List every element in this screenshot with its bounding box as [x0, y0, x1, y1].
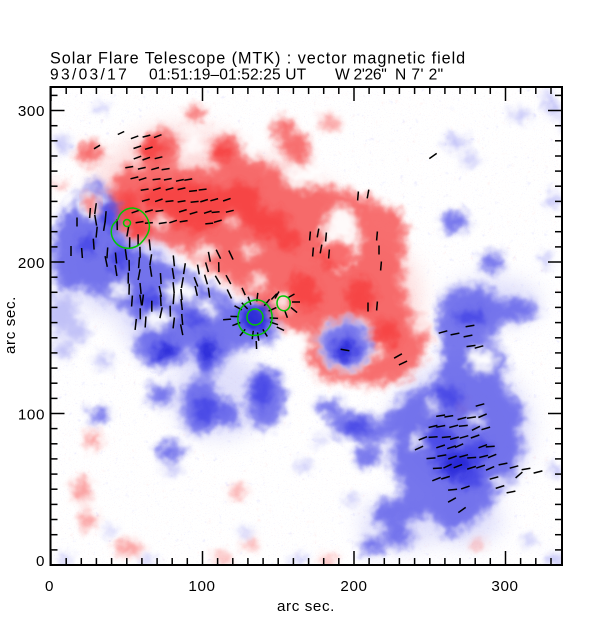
svg-text:300: 300	[491, 578, 518, 595]
svg-text:0: 0	[36, 553, 45, 570]
svg-text:01:51:19–01:52:25 UT: 01:51:19–01:52:25 UT	[149, 67, 307, 84]
svg-text:N 7' 2": N 7' 2"	[395, 67, 444, 84]
svg-text:100: 100	[188, 578, 215, 595]
svg-text:Solar Flare Telescope (MTK) :: Solar Flare Telescope (MTK) : vector mag…	[50, 50, 466, 68]
svg-text:300: 300	[18, 103, 45, 120]
svg-text:93/03/17: 93/03/17	[50, 67, 129, 84]
svg-text:W 2'26": W 2'26"	[335, 67, 386, 84]
svg-text:100: 100	[18, 407, 45, 424]
svg-text:200: 200	[340, 578, 367, 595]
svg-text:arc sec.: arc sec.	[2, 296, 19, 354]
svg-text:arc sec.: arc sec.	[277, 598, 335, 615]
svg-text:200: 200	[18, 255, 45, 272]
svg-text:0: 0	[45, 578, 54, 595]
